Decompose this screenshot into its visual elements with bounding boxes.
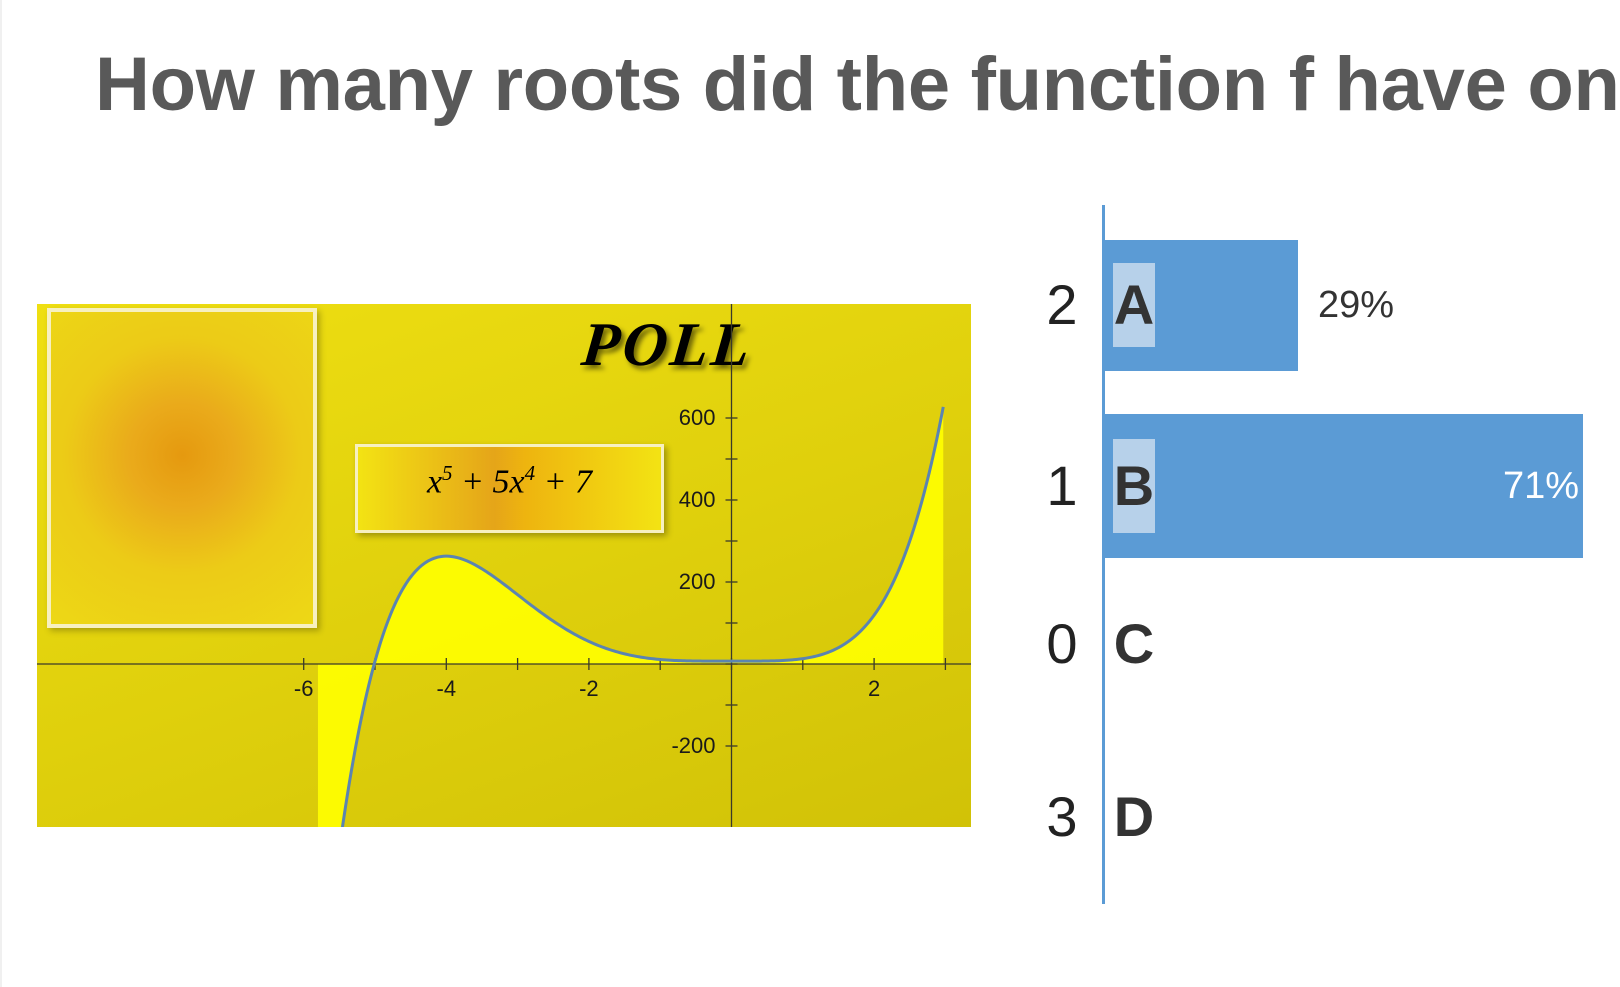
svg-text:400: 400 — [679, 487, 716, 512]
svg-text:-6: -6 — [294, 676, 314, 701]
svg-text:-200: -200 — [671, 733, 715, 758]
svg-text:600: 600 — [679, 405, 716, 430]
svg-text:-4: -4 — [437, 676, 457, 701]
svg-text:200: 200 — [679, 569, 716, 594]
svg-text:-2: -2 — [579, 676, 599, 701]
svg-text:2: 2 — [868, 676, 880, 701]
